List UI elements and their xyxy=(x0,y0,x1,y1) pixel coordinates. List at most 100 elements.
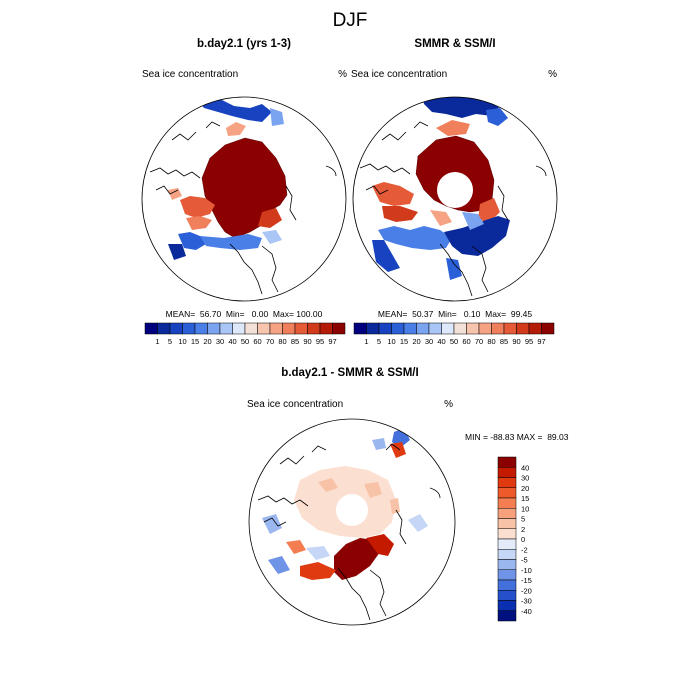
panel-obs-colorbar-swatch xyxy=(441,322,455,335)
panel-obs-colorbar-tick-label: 40 xyxy=(437,337,445,346)
panel-diff-colorbar-tick-label: -5 xyxy=(521,556,528,565)
panel-diff-colorbar-swatch xyxy=(497,508,517,519)
panel-model-colorbar-swatch xyxy=(194,322,208,335)
panel-model-title: b.day2.1 (yrs 1-3) xyxy=(197,38,291,50)
panel-model-colorbar-swatch xyxy=(319,322,333,335)
panel-diff-map-border xyxy=(248,418,456,626)
panel-diff-colorbar-swatch xyxy=(497,610,517,622)
panel-obs-colorbar-swatch xyxy=(516,322,530,335)
panel-diff-colorbar-swatch xyxy=(497,497,517,509)
panel-obs-colorbar-swatch xyxy=(503,322,517,335)
panel-obs-colorbar-swatch xyxy=(353,322,367,335)
panel-diff-stats: MIN = -88.83 MAX = 89.03 xyxy=(465,432,569,442)
panel-diff-left-label: Sea ice concentration xyxy=(247,399,343,410)
panel-model-colorbar-swatch xyxy=(169,322,183,335)
panel-obs-colorbar-tick-label: 50 xyxy=(450,337,458,346)
panel-obs-colorbar-tick-label: 30 xyxy=(425,337,433,346)
panel-model-colorbar: 1 5 10 15 20 30 40 50 60 70 80 85 90 95 97 xyxy=(144,322,346,346)
panel-diff-colorbar-swatch xyxy=(497,456,517,468)
panel-model-colorbar-swatch xyxy=(269,322,283,335)
panel-diff-colorbar-tick-label: 5 xyxy=(521,515,525,524)
panel-diff-title: b.day2.1 - SMMR & SSM/I xyxy=(281,367,418,379)
panel-obs-colorbar-tick-label: 20 xyxy=(412,337,420,346)
panel-obs-colorbar-tick-label: 80 xyxy=(487,337,495,346)
panel-model-colorbar-tick-label: 30 xyxy=(216,337,224,346)
panel-obs-colorbar-swatch xyxy=(378,322,392,335)
panel-model-colorbar-tick-label: 90 xyxy=(303,337,311,346)
panel-diff-colorbar-tick-label: 15 xyxy=(521,494,529,503)
panel-diff-colorbar-tick-label: 20 xyxy=(521,484,529,493)
panel-obs-left-label: Sea ice concentration xyxy=(351,69,447,80)
panel-obs-map xyxy=(353,97,557,301)
panel-obs-colorbar-tick-label: 90 xyxy=(512,337,520,346)
panel-obs-colorbar-tick-label: 15 xyxy=(400,337,408,346)
panel-model-colorbar-swatch xyxy=(332,322,346,335)
panel-diff-units: % xyxy=(444,399,453,410)
panel-model-colorbar-tick-label: 50 xyxy=(241,337,249,346)
panel-obs-colorbar-tick-label: 1 xyxy=(364,337,368,346)
panel-model-colorbar-swatch xyxy=(182,322,196,335)
panel-diff-map xyxy=(249,419,455,625)
panel-obs-colorbar-swatch xyxy=(478,322,492,335)
panel-model-stats: MEAN= 56.70 Min= 0.00 Max= 100.00 xyxy=(166,309,323,319)
panel-diff-colorbar-tick-label: -30 xyxy=(521,597,532,606)
panel-obs-colorbar-tick-label: 95 xyxy=(525,337,533,346)
panel-model-colorbar-tick-label: 20 xyxy=(203,337,211,346)
panel-obs-colorbar-swatch xyxy=(466,322,480,335)
panel-model-colorbar-swatch xyxy=(232,322,246,335)
panel-obs-pole-hole xyxy=(437,172,473,208)
panel-model-colorbar-tick-label: 95 xyxy=(316,337,324,346)
panel-model-colorbar-swatch xyxy=(207,322,221,335)
panel-model-units: % xyxy=(338,69,347,80)
panel-obs-open-water xyxy=(422,97,500,118)
panel-obs-colorbar-swatch xyxy=(366,322,380,335)
panel-diff-colorbar-swatch xyxy=(497,559,517,570)
panel-model-colorbar-swatch xyxy=(282,322,296,335)
panel-diff-colorbar-tick-label: 2 xyxy=(521,525,525,534)
panel-diff-colorbar-tick-label: -40 xyxy=(521,607,532,616)
panel-obs-colorbar-tick-label: 85 xyxy=(500,337,508,346)
panel-model-colorbar-swatch xyxy=(219,322,233,335)
panel-diff-colorbar-tick-label: 10 xyxy=(521,504,529,513)
panel-obs-colorbar-swatch xyxy=(416,322,430,335)
panel-diff-colorbar-swatch xyxy=(497,487,517,499)
panel-model-colorbar-tick-label: 10 xyxy=(178,337,186,346)
panel-obs-colorbar-swatch xyxy=(491,322,505,335)
panel-obs-stats: MEAN= 50.37 Min= 0.10 Max= 99.45 xyxy=(378,309,533,319)
panel-obs-colorbar-swatch xyxy=(541,322,555,335)
panel-obs-ice-margin xyxy=(372,182,414,206)
panel-diff-strong-positive xyxy=(334,538,380,580)
panel-model-map xyxy=(142,97,346,301)
panel-diff-colorbar-swatch xyxy=(497,569,517,581)
panel-diff-colorbar-tick-label: -20 xyxy=(521,586,532,595)
panel-diff-colorbar-swatch xyxy=(497,518,517,529)
panel-model-colorbar-swatch xyxy=(257,322,271,335)
panel-model-colorbar-swatch xyxy=(294,322,308,335)
panel-model-ice-margin xyxy=(180,196,215,218)
panel-diff-colorbar-tick-label: 40 xyxy=(521,463,529,472)
panel-model-map-border xyxy=(141,96,347,302)
panel-model-colorbar-swatch xyxy=(307,322,321,335)
panel-model-colorbar-tick-label: 70 xyxy=(266,337,274,346)
figure-title: DJF xyxy=(333,10,368,31)
panel-diff-colorbar-swatch xyxy=(497,467,517,478)
panel-obs-colorbar-swatch xyxy=(428,322,442,335)
panel-diff-colorbar-tick-label: 30 xyxy=(521,474,529,483)
panel-model-colorbar-tick-label: 15 xyxy=(191,337,199,346)
panel-obs-colorbar-tick-label: 60 xyxy=(462,337,470,346)
panel-obs-map-border xyxy=(352,96,558,302)
panel-diff: b.day2.1 - SMMR & SSM/I Sea ice concentr… xyxy=(247,367,569,626)
panel-diff-colorbar-swatch xyxy=(497,600,517,611)
panel-diff-colorbar-tick-label: -10 xyxy=(521,566,532,575)
panel-obs-title: SMMR & SSM/I xyxy=(414,38,495,50)
panel-obs-colorbar-swatch xyxy=(528,322,542,335)
panel-model-colorbar-tick-label: 97 xyxy=(328,337,336,346)
panel-model-colorbar-tick-label: 80 xyxy=(278,337,286,346)
panel-diff-colorbar-swatch xyxy=(497,549,517,560)
panel-obs-colorbar-tick-label: 70 xyxy=(475,337,483,346)
panel-diff-colorbar-swatch xyxy=(497,538,517,550)
panel-model: b.day2.1 (yrs 1-3) Sea ice concentration… xyxy=(141,38,347,346)
panel-obs-colorbar-swatch xyxy=(391,322,405,335)
